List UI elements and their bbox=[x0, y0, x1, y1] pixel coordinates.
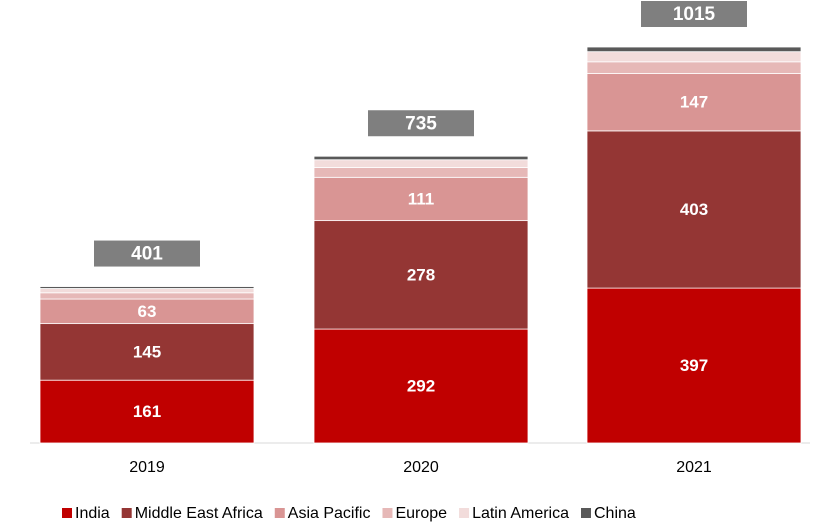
bar-segment bbox=[313, 155, 529, 161]
bar-segment bbox=[39, 286, 255, 289]
bar-segment bbox=[586, 287, 802, 444]
total-label: 735 bbox=[405, 113, 437, 134]
legend-label: Asia Pacific bbox=[288, 505, 371, 522]
legend-label: Latin America bbox=[472, 505, 569, 522]
bar-segment bbox=[313, 176, 529, 222]
segment-label: 111 bbox=[408, 189, 435, 208]
segment-label: 145 bbox=[133, 342, 161, 361]
total-box bbox=[368, 110, 474, 137]
legend-swatch bbox=[382, 508, 393, 518]
total-box bbox=[641, 1, 747, 27]
legend-swatch bbox=[581, 508, 591, 518]
legend-label: Europe bbox=[395, 505, 447, 522]
legend-swatch bbox=[459, 508, 470, 518]
legend-swatch bbox=[121, 508, 132, 518]
bar-segment bbox=[313, 220, 529, 330]
segment-label: 292 bbox=[407, 377, 435, 396]
bar-segment bbox=[313, 328, 529, 444]
segment-label: 161 bbox=[133, 402, 161, 421]
segment-label: 147 bbox=[680, 93, 708, 112]
legend-label: Middle East Africa bbox=[135, 505, 263, 522]
x-tick-label: 2021 bbox=[676, 459, 712, 476]
bar-segment bbox=[586, 61, 802, 74]
x-tick-label: 2019 bbox=[129, 459, 165, 476]
bar-segment bbox=[586, 51, 802, 63]
bar-segment bbox=[39, 292, 255, 300]
bar-segment bbox=[313, 159, 529, 168]
x-tick-label: 2020 bbox=[403, 459, 439, 476]
bar-segment bbox=[313, 167, 529, 178]
legend-swatch bbox=[62, 508, 72, 518]
bar-segment bbox=[586, 130, 802, 289]
segment-label: 63 bbox=[138, 302, 157, 321]
segment-label: 397 bbox=[680, 356, 708, 375]
bar-segment bbox=[586, 73, 802, 132]
total-box bbox=[94, 240, 200, 267]
bar-segment bbox=[586, 46, 802, 53]
total-label: 401 bbox=[131, 244, 163, 265]
segment-label: 403 bbox=[680, 200, 708, 219]
bar-segment bbox=[39, 288, 255, 294]
bar-segment bbox=[39, 323, 255, 381]
legend-label: India bbox=[75, 505, 110, 522]
segment-label: 278 bbox=[407, 265, 435, 284]
legend-label: China bbox=[594, 505, 636, 522]
bar-segment bbox=[39, 379, 255, 444]
total-label: 1015 bbox=[673, 4, 716, 25]
legend-swatch bbox=[274, 508, 285, 518]
